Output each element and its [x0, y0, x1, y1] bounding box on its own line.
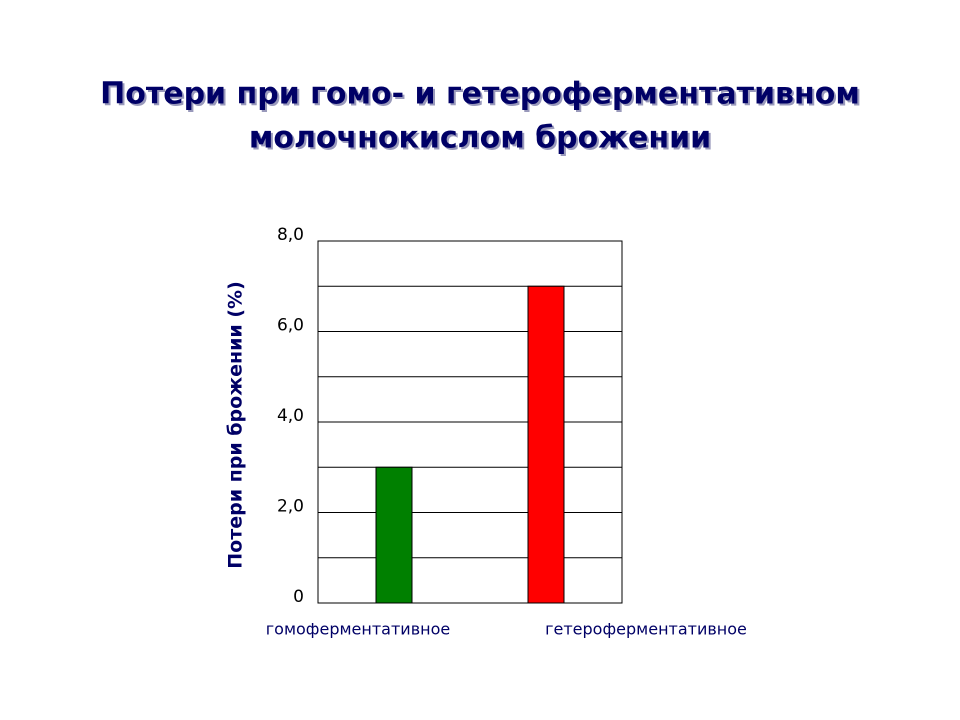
- bar: [527, 285, 565, 604]
- chart-title: молочнокислом брожении: [249, 121, 711, 156]
- y-tick-label: 0: [293, 587, 304, 607]
- x-tick-label: гетероферментативное: [545, 620, 747, 639]
- y-tick-label: 6,0: [277, 316, 304, 336]
- y-axis-label: Потери при брожении (%): [225, 281, 247, 569]
- y-tick-label: 8,0: [277, 225, 304, 245]
- plot-frame: [317, 240, 623, 604]
- chart-title-shadow: Потери при гомо- и гетероферментативном: [102, 79, 862, 114]
- y-tick-label: 2,0: [277, 497, 304, 517]
- chart-title-shadow: молочнокислом брожении: [251, 123, 713, 158]
- y-tick-label: 4,0: [277, 406, 304, 426]
- chart-title: Потери при гомо- и гетероферментативном: [100, 77, 860, 112]
- bar: [375, 466, 413, 604]
- x-tick-label: гомоферментативное: [266, 620, 450, 639]
